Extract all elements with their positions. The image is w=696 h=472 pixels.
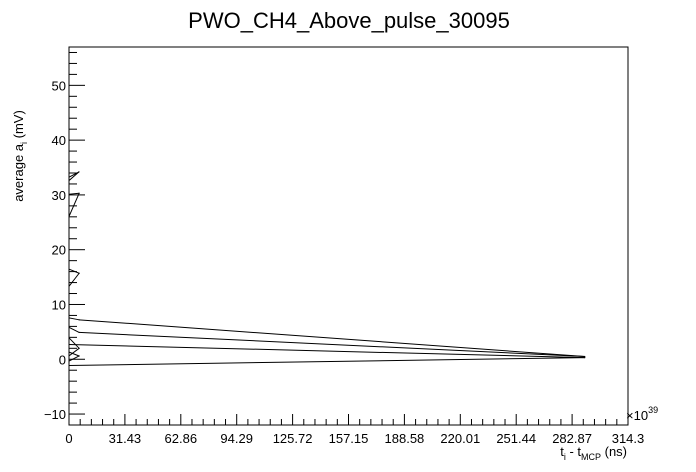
data-point (78, 319, 80, 321)
y-axis-label: average ai (mV) (11, 110, 29, 202)
data-point (78, 355, 80, 357)
series-segment (69, 171, 80, 178)
x-axis-label: ti - tMCP (ns) (560, 444, 627, 462)
data-point (49, 261, 50, 262)
x-tick-label: 0 (65, 431, 72, 446)
series-segment (69, 192, 80, 195)
x-tick-label: 314.3 (612, 431, 645, 446)
y-tick-label: 40 (52, 133, 66, 148)
series-segment (79, 319, 585, 358)
x-tick-label: 125.72 (273, 431, 313, 446)
data-point (78, 331, 80, 334)
data-point (78, 272, 80, 274)
series-segment (69, 272, 80, 288)
series-segment (69, 357, 585, 367)
x-axis: 0 31.43 62.86 94.29 125.72 157.15 188.58 220.01… (65, 414, 644, 446)
series-layer (47, 171, 586, 372)
series-segment (69, 193, 80, 218)
x-tick-label: 282.87 (552, 431, 592, 446)
x-tick-label: 188.58 (385, 431, 425, 446)
data-point (584, 357, 586, 359)
series-segment (69, 317, 80, 321)
series-segment (69, 355, 80, 362)
data-point (47, 365, 48, 366)
y-tick-label: 10 (52, 297, 66, 312)
data-point (584, 355, 586, 358)
plot-frame (68, 46, 629, 426)
data-point (49, 317, 50, 318)
series-segment (69, 326, 80, 333)
series-segment (69, 351, 80, 357)
x-tick-label: 251.44 (496, 431, 536, 446)
data-point (78, 347, 80, 349)
data-point (78, 192, 80, 194)
data-point (78, 171, 80, 173)
series-line (47, 171, 586, 372)
y-tick-label: 0 (59, 352, 66, 367)
x-tick-label: 157.15 (329, 431, 369, 446)
chart-title: PWO_CH4_Above_pulse_30095 (188, 8, 510, 33)
x-tick-label: 220.01 (440, 431, 480, 446)
x-multiplier: ×1039 (626, 405, 658, 423)
y-axis: −10 0 10 20 30 40 50 (44, 51, 85, 426)
x-tick-label: 31.43 (109, 431, 142, 446)
data-point (47, 188, 48, 189)
series-segment (69, 347, 80, 357)
series-segment (79, 331, 585, 358)
x-tick-label: 94.29 (220, 431, 253, 446)
y-tick-label: 50 (52, 78, 66, 93)
y-tick-label: 20 (52, 243, 66, 258)
series-segment (69, 337, 80, 349)
x-tick-label: 62.86 (165, 431, 198, 446)
data-point (47, 371, 48, 372)
y-tick-label: 30 (52, 188, 66, 203)
series-segment (69, 343, 585, 359)
data-point (47, 343, 48, 344)
data-point (47, 313, 48, 314)
series-segment (69, 171, 80, 182)
y-tick-label: −10 (44, 407, 66, 422)
